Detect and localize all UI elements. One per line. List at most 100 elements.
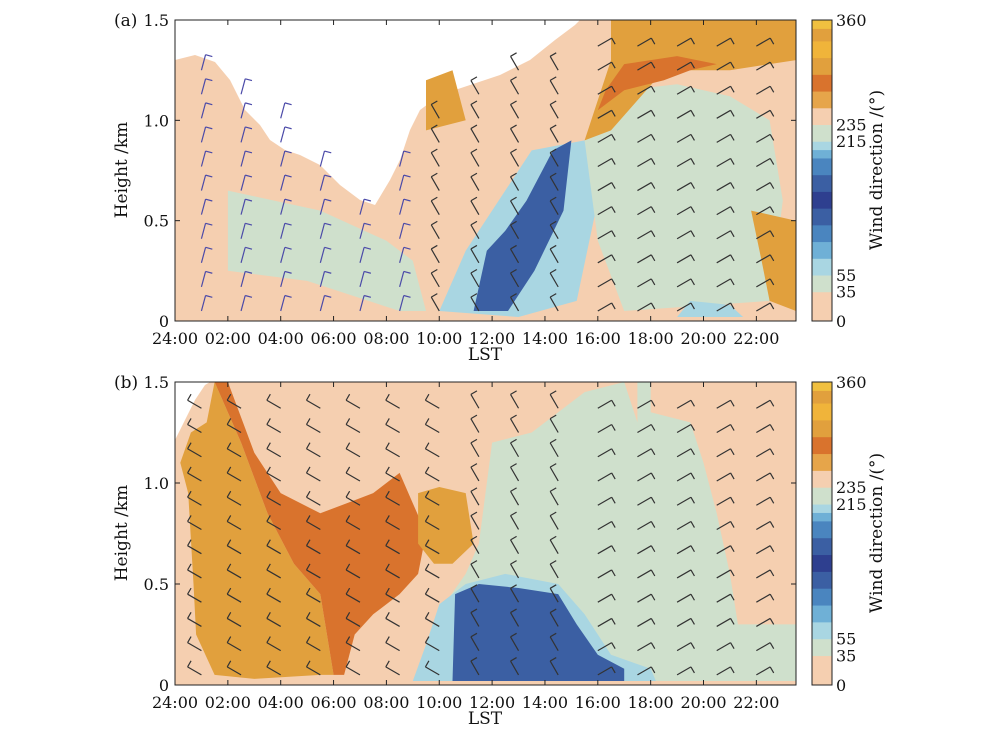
wind-barb xyxy=(470,608,480,627)
wind-barb xyxy=(756,278,775,288)
panel-a: (a) 24:00 02:00 04:00 06:00 08:00 10:00 12:00 1… xyxy=(112,11,887,365)
wind-barb xyxy=(716,302,735,312)
wind-barb xyxy=(676,206,695,216)
wind-barb xyxy=(359,270,372,288)
wind-barb xyxy=(549,608,559,627)
wind-barb xyxy=(319,246,332,263)
wind-barb xyxy=(716,545,735,555)
wind-barb xyxy=(597,569,616,579)
wind-barb xyxy=(399,270,411,288)
wind-barb xyxy=(470,148,480,167)
colorbar-swatch xyxy=(812,638,832,657)
wind-barb xyxy=(597,37,616,47)
x-tick-label: 16:00 xyxy=(575,329,621,348)
wind-barb xyxy=(716,182,735,192)
wind-barb xyxy=(716,666,735,676)
wind-barb xyxy=(345,442,361,458)
wind-barb xyxy=(549,390,559,409)
panel-a-label: (a) xyxy=(114,11,137,31)
wind-barb xyxy=(240,150,253,167)
wind-barb xyxy=(319,174,332,191)
wind-barb xyxy=(305,490,321,506)
wind-barb xyxy=(637,496,656,506)
wind-sector-region xyxy=(180,382,334,679)
wind-barb xyxy=(240,102,253,119)
wind-barb xyxy=(510,608,520,627)
wind-sector-region xyxy=(206,382,426,675)
colorbar-swatch xyxy=(812,174,832,192)
wind-barb xyxy=(385,539,400,555)
wind-barb xyxy=(637,206,656,216)
wind-barb xyxy=(756,666,775,676)
x-tick-label: 12:00 xyxy=(469,329,515,348)
wind-barb xyxy=(549,293,559,312)
wind-barb xyxy=(187,466,202,482)
panel-a-x-axis: 24:00 02:00 04:00 06:00 08:00 10:00 12:00 14:00… xyxy=(152,20,779,348)
wind-barb xyxy=(430,293,440,312)
wind-barb xyxy=(756,61,775,71)
wind-barb xyxy=(637,545,656,555)
wind-barb xyxy=(597,133,616,143)
wind-barb xyxy=(756,545,775,555)
wind-barb xyxy=(470,438,480,458)
wind-barb xyxy=(226,490,242,506)
wind-barb xyxy=(756,472,775,482)
wind-barb xyxy=(385,418,400,434)
colorbar-swatch xyxy=(812,241,832,259)
wind-barb xyxy=(200,294,213,312)
wind-barb xyxy=(399,222,411,239)
wind-barb xyxy=(470,196,480,215)
wind-barb xyxy=(756,617,775,627)
wind-barb xyxy=(385,660,400,676)
wind-barb xyxy=(359,222,372,239)
wind-barb xyxy=(510,463,520,482)
wind-barb xyxy=(637,61,656,71)
wind-barb xyxy=(597,448,616,458)
wind-barb xyxy=(637,399,656,409)
x-tick-label: 10:00 xyxy=(416,329,462,348)
wind-barb xyxy=(430,100,440,119)
panel-a-regions xyxy=(227,20,796,317)
wind-barb xyxy=(597,642,616,652)
wind-barb xyxy=(549,220,559,240)
x-tick-label: 02:00 xyxy=(205,693,251,712)
wind-barb xyxy=(756,423,775,434)
wind-barb xyxy=(470,560,480,579)
wind-barb xyxy=(549,244,559,264)
wind-barb xyxy=(716,157,735,168)
wind-sector-region xyxy=(426,70,466,131)
wind-barb xyxy=(187,490,202,506)
wind-barb xyxy=(716,472,735,482)
wind-barb xyxy=(266,418,282,434)
wind-barb xyxy=(240,126,253,143)
x-tick-label: 24:00 xyxy=(152,693,198,712)
colorbar-tick-label: 35 xyxy=(836,283,856,302)
wind-barb xyxy=(424,418,440,434)
wind-barb xyxy=(200,222,213,239)
colorbar-swatch xyxy=(812,157,832,176)
wind-barb xyxy=(424,466,440,482)
x-tick-label: 14:00 xyxy=(522,329,568,348)
colorbar-swatch xyxy=(812,605,832,623)
panel-a-xlabel: LST xyxy=(468,345,503,365)
wind-barb xyxy=(226,636,242,652)
wind-barb xyxy=(756,182,775,192)
panel-a-y-axis: 0 0.5 1.0 1.5 xyxy=(144,11,796,331)
wind-barb xyxy=(266,660,282,676)
wind-barb xyxy=(345,466,361,482)
wind-barb xyxy=(280,102,292,119)
wind-barb xyxy=(637,85,656,95)
wind-barb xyxy=(549,438,559,458)
wind-barb xyxy=(305,636,321,652)
wind-barb xyxy=(597,545,616,555)
wind-barb xyxy=(676,37,695,47)
wind-barb xyxy=(187,539,202,555)
wind-barb xyxy=(716,206,735,216)
wind-barb xyxy=(345,418,361,434)
wind-barb xyxy=(597,423,616,434)
wind-barb xyxy=(756,520,775,530)
wind-barb xyxy=(319,150,332,167)
colorbar-swatch xyxy=(812,91,832,109)
colorbar-swatch xyxy=(812,419,832,438)
wind-barb xyxy=(716,230,735,240)
